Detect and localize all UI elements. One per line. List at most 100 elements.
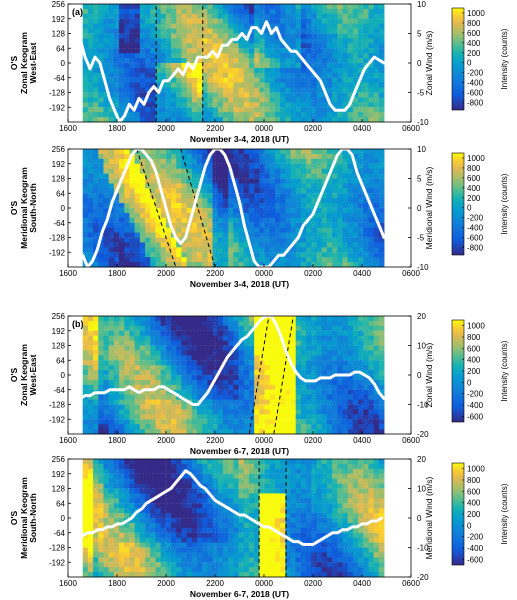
keogram-cell: [358, 198, 364, 204]
keogram-cell: [233, 58, 239, 64]
keogram-cell: [134, 53, 141, 59]
keogram-cell: [124, 419, 130, 425]
keogram-cell: [191, 389, 198, 396]
keogram-cell: [124, 8, 130, 15]
keogram-cell: [150, 217, 156, 224]
keogram-cell: [368, 77, 375, 84]
keogram-cell: [139, 168, 146, 174]
keogram-cell: [243, 316, 250, 322]
keogram-cell: [191, 72, 198, 79]
keogram-cell: [134, 542, 141, 548]
keogram-cell: [238, 82, 245, 88]
keogram-cell: [222, 117, 229, 123]
keogram-cell: [186, 394, 193, 400]
keogram-cell: [181, 33, 188, 39]
keogram-cell: [264, 58, 271, 64]
keogram-cell: [311, 262, 317, 268]
keogram-cell: [119, 330, 125, 337]
keogram-cell: [358, 153, 364, 160]
keogram-cell: [254, 394, 260, 400]
keogram-cell: [285, 217, 291, 224]
keogram-cell: [378, 355, 385, 361]
x-tick-label: 2200: [206, 436, 224, 445]
keogram-cell: [347, 18, 354, 25]
keogram-cell: [233, 208, 239, 214]
keogram-cell: [171, 473, 177, 480]
keogram-cell: [124, 527, 130, 534]
keogram-cell: [254, 43, 260, 49]
keogram-cell: [337, 28, 343, 34]
keogram-cell: [186, 488, 193, 494]
keogram-cell: [119, 13, 125, 20]
keogram-cell: [145, 188, 151, 194]
keogram-cell: [373, 242, 380, 248]
keogram-cell: [233, 33, 239, 39]
keogram-cell: [150, 340, 156, 346]
keogram-cell: [233, 350, 239, 356]
keogram-cell: [300, 208, 307, 214]
keogram-cell: [191, 193, 198, 199]
keogram-cell: [191, 43, 198, 49]
keogram-cell: [171, 18, 177, 25]
keogram-cell: [124, 158, 130, 165]
keogram-cell: [150, 33, 156, 39]
keogram-cell: [290, 168, 297, 174]
keogram-cell: [155, 340, 162, 346]
keogram-cell: [108, 163, 115, 170]
keogram-cell: [82, 87, 89, 93]
keogram-cell: [238, 365, 245, 371]
keogram-cell: [134, 483, 141, 489]
keogram-cell: [378, 63, 385, 69]
keogram-cell: [290, 370, 297, 376]
keogram-cell: [363, 23, 369, 29]
keogram-cell: [139, 527, 146, 534]
keogram-cell: [165, 112, 172, 118]
keogram-cell: [373, 257, 380, 263]
keogram-cell: [373, 92, 380, 98]
keogram-cell: [238, 18, 245, 25]
keogram-cell: [139, 335, 146, 341]
keogram-cell: [306, 399, 312, 405]
keogram-cell: [212, 222, 219, 229]
keogram-cell: [176, 532, 182, 539]
keogram-cell: [300, 8, 307, 15]
keogram-cell: [191, 360, 198, 366]
keogram-cell: [150, 193, 156, 199]
keogram-cell: [285, 18, 291, 25]
keogram-cell: [248, 48, 255, 54]
keogram-cell: [264, 389, 271, 396]
keogram-cell: [358, 365, 364, 371]
keogram-cell: [373, 370, 380, 376]
keogram-cell: [238, 4, 245, 10]
keogram-cell: [264, 335, 271, 341]
keogram-cell: [280, 424, 286, 430]
keogram-cell: [373, 345, 380, 351]
keogram-cell: [321, 222, 328, 229]
keogram-cell: [254, 53, 260, 59]
keogram-cell: [165, 38, 172, 44]
keogram-cell: [285, 325, 291, 332]
keogram-cell: [259, 102, 265, 108]
keogram-cell: [176, 335, 182, 341]
keogram-cell: [113, 424, 120, 430]
keogram-cell: [269, 168, 276, 174]
keogram-cell: [124, 48, 130, 54]
keogram-cell: [113, 178, 120, 184]
keogram-cell: [373, 375, 380, 381]
keogram-cell: [134, 350, 141, 356]
keogram-cell: [176, 459, 182, 465]
keogram-cell: [358, 173, 364, 179]
keogram-cell: [254, 87, 260, 93]
keogram-cell: [243, 168, 250, 174]
keogram-cell: [254, 18, 260, 25]
keogram-cell: [243, 188, 250, 194]
keogram-cell: [290, 257, 297, 263]
keogram-cell: [108, 242, 115, 248]
keogram-cell: [98, 468, 104, 475]
keogram-cell: [129, 532, 136, 539]
keogram-cell: [155, 527, 162, 534]
keogram-cell: [316, 72, 323, 79]
keogram-cell: [222, 429, 229, 435]
keogram-cell: [207, 102, 213, 108]
